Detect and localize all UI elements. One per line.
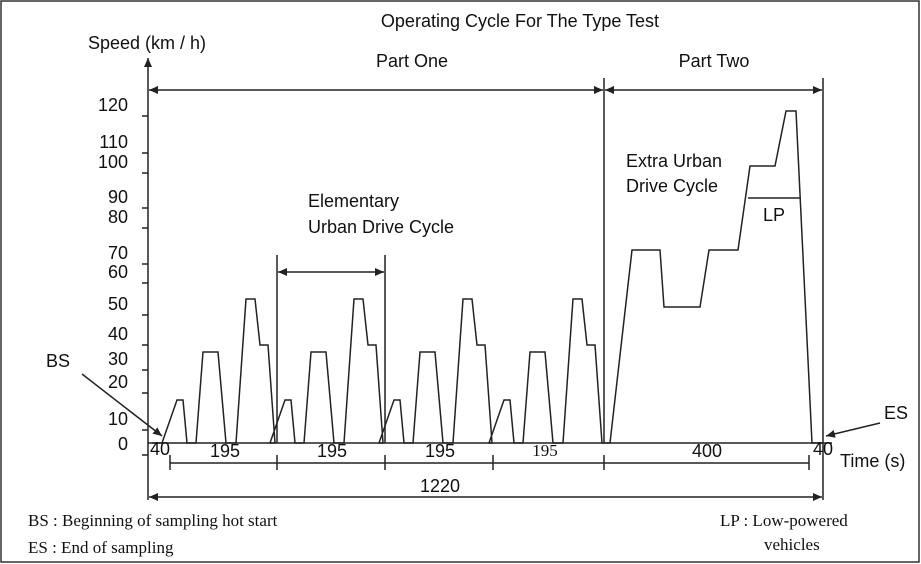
duration: 195 <box>532 441 558 460</box>
note: vehicles <box>764 535 820 554</box>
layout <box>81 58 881 501</box>
y-label: 30 <box>108 349 128 369</box>
arrow <box>825 422 881 438</box>
y-label: 50 <box>108 294 128 314</box>
note: LP : Low-powered <box>720 511 848 530</box>
y-label: 120 <box>98 95 128 115</box>
duration: 40 <box>813 439 833 459</box>
part-label: Part Two <box>679 51 750 71</box>
y-label: 80 <box>108 207 128 227</box>
y-label: 60 <box>108 262 128 282</box>
annotation: Extra Urban <box>626 151 722 171</box>
title: Operating Cycle For The Type Test <box>381 11 659 31</box>
part-label: Part One <box>376 51 448 71</box>
note: BS : Beginning of sampling hot start <box>28 511 278 530</box>
annotation: BS <box>46 351 70 371</box>
duration: 195 <box>425 441 455 461</box>
speed-trace <box>152 110 823 444</box>
duration: 40 <box>150 439 170 459</box>
total: 1220 <box>420 476 460 496</box>
annotation: Urban Drive Cycle <box>308 217 454 237</box>
x-axis-label: Time (s) <box>840 451 905 471</box>
annotation: Drive Cycle <box>626 176 718 196</box>
duration: 195 <box>210 441 240 461</box>
y-axis-label: Speed (km / h) <box>88 33 206 53</box>
y-label: 20 <box>108 372 128 392</box>
y-label: 110 <box>99 132 128 152</box>
duration: 195 <box>317 441 347 461</box>
y-label: 70 <box>108 243 128 263</box>
annotation: Elementary <box>308 191 399 211</box>
y-label: 0 <box>118 434 128 454</box>
annotation: LP <box>763 205 785 225</box>
duration: 400 <box>692 441 722 461</box>
y-label: 40 <box>108 324 128 344</box>
y-label: 100 <box>98 152 128 172</box>
y-label: 10 <box>108 409 128 429</box>
note: ES : End of sampling <box>28 538 174 557</box>
arrow <box>81 373 163 437</box>
y-label: 90 <box>108 187 128 207</box>
annotation: ES <box>884 403 908 423</box>
